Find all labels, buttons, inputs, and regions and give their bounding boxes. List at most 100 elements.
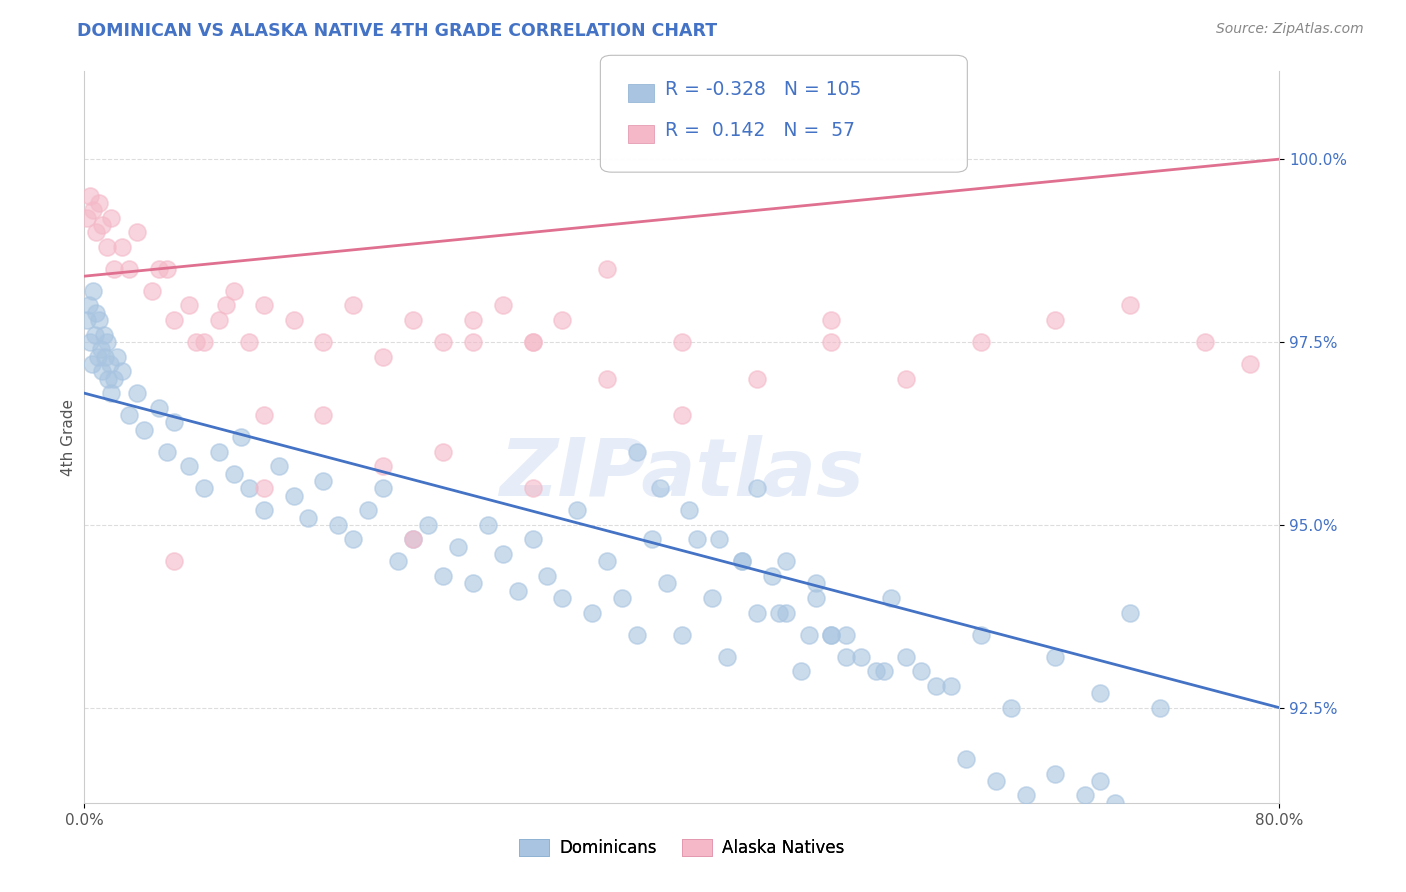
Point — [1239, 357, 1261, 371]
Point — [87, 350, 110, 364]
Point — [100, 386, 122, 401]
Point — [238, 481, 260, 495]
Point — [432, 569, 454, 583]
Point — [89, 313, 111, 327]
Point — [148, 401, 170, 415]
Point — [432, 334, 454, 349]
Point — [671, 334, 693, 349]
Point — [880, 591, 903, 605]
Point — [700, 591, 723, 605]
Point — [312, 408, 335, 422]
Point — [939, 679, 962, 693]
Point — [655, 576, 678, 591]
Point — [1045, 649, 1067, 664]
Point — [163, 416, 186, 430]
Point — [1119, 606, 1142, 620]
Point — [835, 627, 858, 641]
Point — [402, 533, 425, 547]
Point — [111, 240, 134, 254]
Point — [222, 467, 245, 481]
Point — [253, 481, 276, 495]
Point — [253, 298, 276, 312]
Point — [297, 510, 319, 524]
Point — [1045, 313, 1067, 327]
Text: R = -0.328   N = 105: R = -0.328 N = 105 — [665, 79, 862, 99]
Point — [648, 481, 671, 495]
Point — [253, 408, 276, 422]
Point — [93, 327, 115, 342]
Point — [103, 261, 125, 276]
Point — [910, 664, 932, 678]
Point — [79, 334, 101, 349]
Point — [596, 554, 619, 568]
Point — [79, 188, 101, 202]
Point — [96, 240, 118, 254]
Point — [581, 606, 603, 620]
Point — [91, 218, 114, 232]
Point — [797, 627, 820, 641]
Point — [1090, 773, 1112, 788]
Point — [745, 606, 768, 620]
Point — [820, 627, 842, 641]
Point — [1119, 298, 1142, 312]
Point — [118, 261, 141, 276]
Point — [103, 371, 125, 385]
Point — [865, 664, 887, 678]
Point — [231, 430, 253, 444]
Point — [768, 606, 790, 620]
Point — [522, 334, 544, 349]
Point — [90, 343, 112, 357]
Text: Source: ZipAtlas.com: Source: ZipAtlas.com — [1216, 22, 1364, 37]
Point — [373, 481, 395, 495]
Point — [894, 649, 917, 664]
Point — [686, 533, 709, 547]
Point — [94, 350, 117, 364]
Point — [820, 334, 842, 349]
Point — [745, 481, 768, 495]
Point — [761, 569, 783, 583]
Point — [955, 752, 977, 766]
Point — [626, 444, 648, 458]
Point — [775, 606, 797, 620]
Point — [835, 649, 858, 664]
Point — [76, 211, 98, 225]
Point — [567, 503, 589, 517]
Point — [267, 459, 290, 474]
Point — [283, 313, 305, 327]
Point — [506, 583, 529, 598]
Point — [596, 371, 619, 385]
Point — [551, 313, 574, 327]
Point — [148, 261, 170, 276]
Point — [1014, 789, 1036, 803]
Point — [328, 517, 350, 532]
Point — [461, 576, 484, 591]
Point — [222, 284, 245, 298]
Point — [820, 627, 842, 641]
Point — [1090, 686, 1112, 700]
Point — [522, 334, 544, 349]
Point — [98, 357, 121, 371]
Point — [1194, 334, 1216, 349]
Point — [387, 554, 409, 568]
Point — [596, 261, 619, 276]
Point — [984, 773, 1007, 788]
Point — [806, 591, 828, 605]
Point — [86, 225, 108, 239]
Point — [461, 313, 484, 327]
Point — [1104, 796, 1126, 810]
Point — [155, 444, 177, 458]
Point — [522, 533, 544, 547]
Point — [111, 364, 134, 378]
Point — [125, 386, 148, 401]
Point — [186, 334, 208, 349]
Point — [357, 503, 380, 517]
Point — [89, 196, 111, 211]
Point — [208, 444, 231, 458]
Point — [283, 489, 305, 503]
Point — [447, 540, 470, 554]
Point — [177, 298, 200, 312]
Point — [851, 649, 873, 664]
Point — [461, 334, 484, 349]
Point — [522, 481, 544, 495]
Point — [641, 533, 664, 547]
